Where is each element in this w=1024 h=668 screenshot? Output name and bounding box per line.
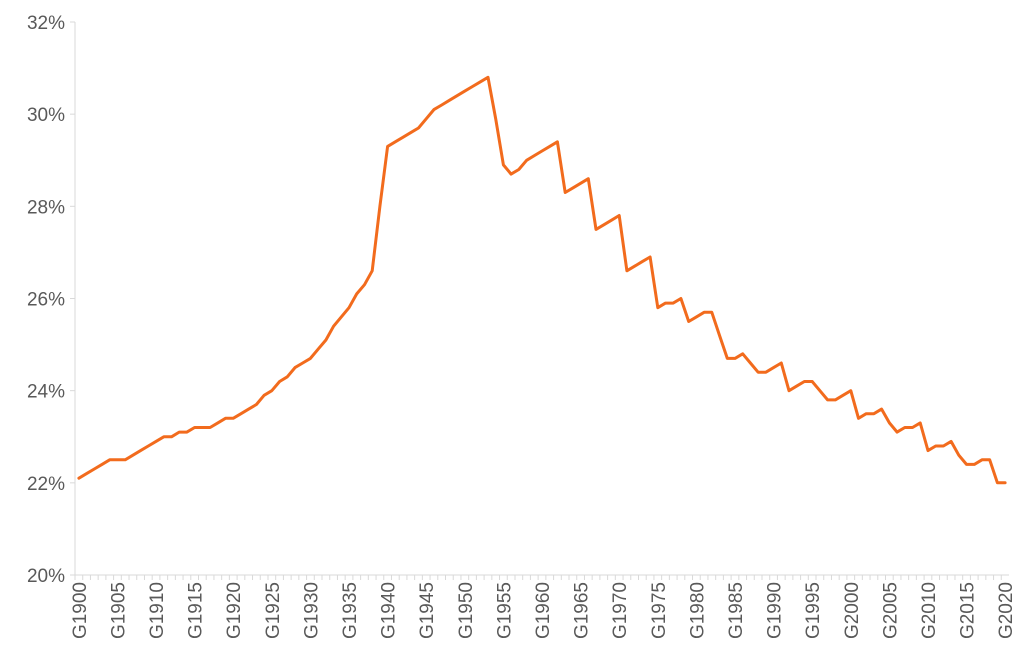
x-tick-label: G1995 xyxy=(803,582,824,639)
y-axis: 20% 22% 24% 26% 28% 30% 32% xyxy=(27,13,76,587)
y-tick-label: 22% xyxy=(27,474,65,495)
y-tick-label: 28% xyxy=(27,197,65,218)
x-tick-label: G1970 xyxy=(610,582,631,639)
x-tick-label: G2020 xyxy=(996,582,1017,639)
x-tick-label: G1900 xyxy=(70,582,91,639)
x-tick-label: G1910 xyxy=(147,582,168,639)
x-tick-label: G1950 xyxy=(456,582,477,639)
y-tick-label: 24% xyxy=(27,382,65,403)
x-tick-label: G2010 xyxy=(919,582,940,639)
x-tick-label: G2005 xyxy=(880,582,901,639)
y-tick-label: 26% xyxy=(27,290,65,311)
x-tick-label: G1940 xyxy=(379,582,400,639)
x-tick-label: G1965 xyxy=(572,582,593,639)
x-tick-label: G1905 xyxy=(108,582,129,639)
x-tick-label: G1960 xyxy=(533,582,554,639)
x-tick-label: G1985 xyxy=(726,582,747,639)
x-tick-label: G1990 xyxy=(765,582,786,639)
x-tick-label: G1920 xyxy=(224,582,245,639)
y-tick-label: 20% xyxy=(27,566,65,587)
x-tick-label: G1955 xyxy=(494,582,515,639)
x-tick-label: G1980 xyxy=(687,582,708,639)
x-tick-label: G1930 xyxy=(301,582,322,639)
x-tick-label: G1925 xyxy=(263,582,284,639)
x-tick-label: G2015 xyxy=(958,582,979,639)
plot-area xyxy=(77,75,1007,485)
y-tick-label: 32% xyxy=(27,13,65,34)
x-tick-label: G1935 xyxy=(340,582,361,639)
x-tick-label: G1975 xyxy=(649,582,670,639)
x-tick-label: G1945 xyxy=(417,582,438,639)
x-axis: G1900 G1905 G1910 G1915 G1920 G1925 G1930 G1935… xyxy=(70,574,1017,639)
x-tick-label: G1915 xyxy=(186,582,207,639)
x-tick-label: G2000 xyxy=(842,582,863,639)
y-tick-label: 30% xyxy=(27,105,65,126)
series-line xyxy=(77,75,1007,485)
